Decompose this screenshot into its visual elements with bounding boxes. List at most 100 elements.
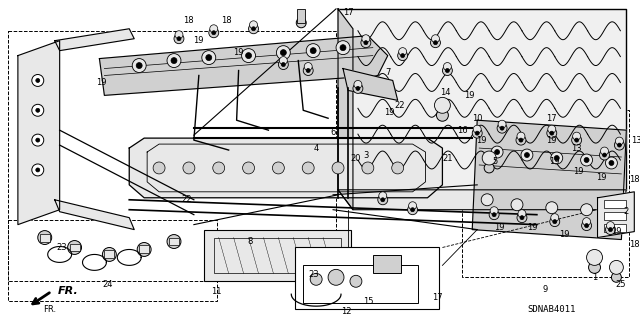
Circle shape xyxy=(589,261,600,273)
Circle shape xyxy=(517,213,527,223)
Circle shape xyxy=(519,138,523,142)
Circle shape xyxy=(206,55,212,61)
Circle shape xyxy=(609,227,612,232)
Text: 23: 23 xyxy=(56,243,67,252)
Circle shape xyxy=(304,63,312,70)
Circle shape xyxy=(250,21,257,29)
Circle shape xyxy=(408,205,417,215)
Circle shape xyxy=(310,273,322,285)
Circle shape xyxy=(498,120,506,128)
Circle shape xyxy=(500,126,504,130)
Circle shape xyxy=(605,225,616,234)
Text: 13: 13 xyxy=(572,144,582,152)
Circle shape xyxy=(511,199,523,211)
Circle shape xyxy=(310,48,316,54)
Text: 13: 13 xyxy=(631,136,640,145)
Circle shape xyxy=(497,123,507,133)
Bar xyxy=(297,9,305,23)
Circle shape xyxy=(306,44,320,58)
Circle shape xyxy=(550,217,560,226)
Bar xyxy=(462,110,629,277)
Circle shape xyxy=(614,140,625,150)
Circle shape xyxy=(136,63,142,69)
Text: 16: 16 xyxy=(457,126,468,135)
Circle shape xyxy=(431,35,440,43)
Text: 19: 19 xyxy=(596,174,607,182)
Circle shape xyxy=(600,147,609,155)
Text: 4: 4 xyxy=(314,144,319,152)
Circle shape xyxy=(484,163,494,173)
Bar xyxy=(604,212,627,220)
Circle shape xyxy=(353,84,363,93)
Circle shape xyxy=(243,162,255,174)
Circle shape xyxy=(32,104,44,116)
Polygon shape xyxy=(338,9,627,190)
Circle shape xyxy=(524,152,529,158)
Circle shape xyxy=(607,222,614,230)
Text: 19: 19 xyxy=(96,78,107,87)
Circle shape xyxy=(212,31,216,35)
Circle shape xyxy=(362,162,374,174)
Circle shape xyxy=(68,241,81,255)
Circle shape xyxy=(572,135,582,145)
Bar xyxy=(604,200,627,208)
Circle shape xyxy=(399,48,406,56)
Circle shape xyxy=(248,24,259,34)
Circle shape xyxy=(381,198,385,202)
Circle shape xyxy=(516,135,526,145)
Circle shape xyxy=(605,157,618,169)
Text: 19: 19 xyxy=(464,91,474,100)
Circle shape xyxy=(102,248,116,261)
Bar xyxy=(169,238,179,246)
Circle shape xyxy=(273,162,284,174)
Circle shape xyxy=(408,202,417,210)
Circle shape xyxy=(609,160,614,166)
Circle shape xyxy=(546,202,557,214)
Circle shape xyxy=(436,109,449,121)
Text: 19: 19 xyxy=(234,48,244,57)
Polygon shape xyxy=(54,29,134,51)
Polygon shape xyxy=(343,69,397,100)
Circle shape xyxy=(177,37,181,41)
Circle shape xyxy=(38,231,52,244)
Circle shape xyxy=(332,162,344,174)
Circle shape xyxy=(476,131,479,135)
Circle shape xyxy=(580,204,593,216)
Circle shape xyxy=(587,249,602,265)
Circle shape xyxy=(280,50,286,56)
Text: 5: 5 xyxy=(493,158,498,167)
Circle shape xyxy=(397,51,408,61)
Polygon shape xyxy=(99,36,388,95)
Polygon shape xyxy=(472,120,627,240)
Circle shape xyxy=(495,150,500,154)
Circle shape xyxy=(183,162,195,174)
Text: 2: 2 xyxy=(624,207,629,216)
Text: 18: 18 xyxy=(184,16,194,25)
Circle shape xyxy=(551,214,559,222)
Text: 15: 15 xyxy=(363,297,373,306)
Text: 17: 17 xyxy=(342,8,353,17)
Circle shape xyxy=(518,210,526,218)
Text: 19: 19 xyxy=(476,136,486,145)
Circle shape xyxy=(618,143,621,147)
Text: 19: 19 xyxy=(494,223,504,232)
Polygon shape xyxy=(54,200,134,230)
Bar xyxy=(303,265,417,303)
Text: 19: 19 xyxy=(611,227,621,236)
Circle shape xyxy=(548,125,556,133)
Circle shape xyxy=(584,224,589,227)
Circle shape xyxy=(175,31,183,39)
Text: 12: 12 xyxy=(340,307,351,315)
Text: 18: 18 xyxy=(629,175,639,184)
Circle shape xyxy=(202,51,216,64)
Circle shape xyxy=(306,69,310,72)
Text: 19: 19 xyxy=(550,158,560,167)
Text: 6: 6 xyxy=(330,128,336,137)
Text: 18: 18 xyxy=(629,240,639,249)
Text: 1: 1 xyxy=(592,273,597,282)
Text: 25: 25 xyxy=(615,280,626,289)
Circle shape xyxy=(302,162,314,174)
Circle shape xyxy=(32,164,44,176)
Circle shape xyxy=(137,242,151,256)
Circle shape xyxy=(444,63,451,70)
